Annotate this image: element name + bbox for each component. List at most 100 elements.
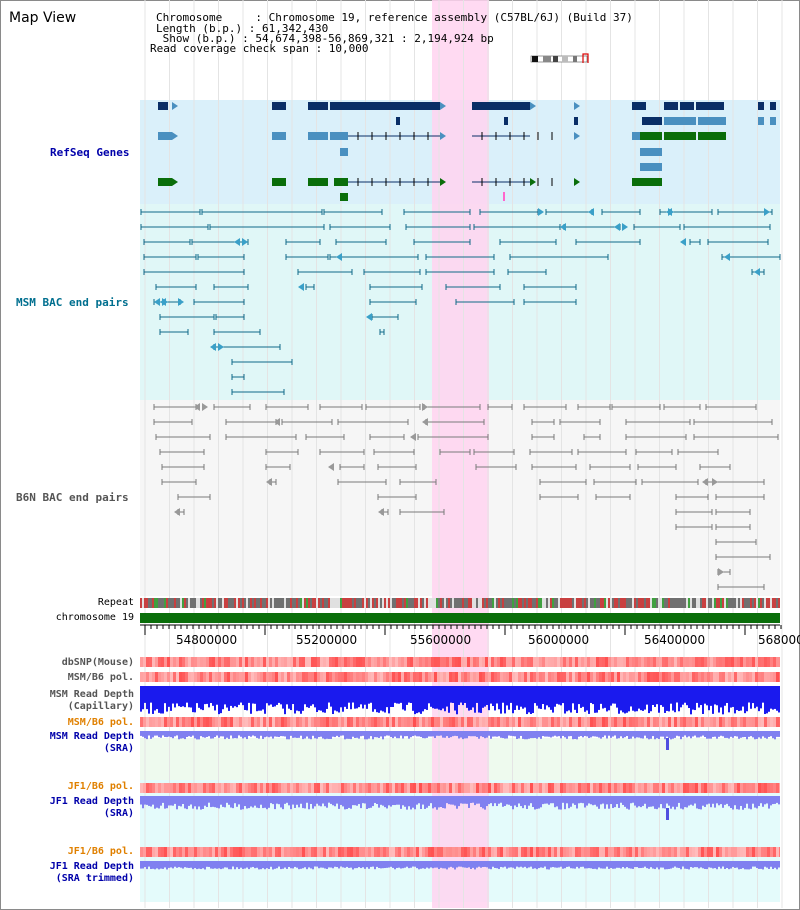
depth-bar: [360, 796, 362, 809]
polymorphism-cell: [185, 672, 188, 682]
depth-bar: [142, 731, 144, 737]
depth-bar: [544, 686, 546, 710]
polymorphism-cell: [698, 657, 701, 667]
gene-exon: [664, 132, 696, 140]
polymorphism-cell: [662, 783, 665, 793]
depth-bar: [298, 861, 300, 870]
depth-bar: [466, 686, 468, 708]
polymorphism-cell: [185, 717, 188, 727]
polymorphism-cell: [533, 657, 536, 667]
depth-bar: [714, 796, 716, 808]
polymorphism-cell: [668, 672, 671, 682]
b6n-bac-track-label[interactable]: B6N BAC end pairs: [16, 491, 129, 504]
depth-bar: [180, 796, 182, 807]
repeat-segment: [402, 598, 404, 608]
polymorphism-cell: [314, 847, 317, 857]
polymorphism-cell: [392, 672, 395, 682]
depth-bar: [244, 686, 246, 710]
depth-bar: [492, 731, 494, 737]
strand-arrow: [172, 178, 178, 186]
depth-bar: [608, 861, 610, 869]
depth-bar: [352, 731, 354, 737]
polymorphism-cell: [266, 847, 269, 857]
polymorphism-cell: [215, 847, 218, 857]
polymorphism-cell: [542, 783, 545, 793]
repeat-segment: [460, 598, 462, 608]
repeat-track[interactable]: [140, 598, 780, 608]
depth-bar: [296, 861, 298, 868]
gene-exon: [504, 117, 508, 125]
polymorphism-cell: [548, 717, 551, 727]
depth-bar: [356, 731, 358, 738]
polymorphism-cell: [653, 657, 656, 667]
msm-depth-capillary-sub-label: (Capillary): [67, 701, 134, 712]
polymorphism-cell: [548, 847, 551, 857]
depth-bar: [556, 796, 558, 807]
repeat-segment: [662, 598, 664, 608]
coverage-tracks[interactable]: [140, 656, 780, 876]
show-range-info: Show (b.p.) : 54,674,398-56,869,321 : 2,…: [156, 32, 494, 45]
strand-arrow: [560, 223, 566, 231]
depth-bar: [394, 861, 396, 870]
polymorphism-cell: [464, 847, 467, 857]
depth-bar: [232, 731, 234, 739]
repeat-segment: [370, 598, 372, 608]
depth-bar: [350, 731, 352, 740]
depth-bar: [404, 686, 406, 711]
feature-tracks[interactable]: [0, 0, 800, 600]
depth-bar: [406, 796, 408, 810]
polymorphism-cell: [317, 672, 320, 682]
polymorphism-cell: [761, 783, 764, 793]
depth-bar: [260, 686, 262, 711]
depth-bar: [494, 731, 496, 737]
repeat-segment: [406, 598, 408, 608]
depth-bar: [346, 731, 348, 739]
depth-bar: [322, 861, 324, 868]
depth-bar: [586, 686, 588, 711]
polymorphism-cell: [683, 783, 686, 793]
depth-bar: [600, 731, 602, 739]
polymorphism-cell: [692, 847, 695, 857]
polymorphism-cell: [617, 672, 620, 682]
depth-bar: [264, 686, 266, 714]
polymorphism-cell: [326, 672, 329, 682]
chromosome-bar[interactable]: [140, 613, 780, 623]
gene-exon: [272, 178, 286, 186]
repeat-segment: [376, 598, 378, 608]
repeat-segment: [592, 598, 594, 608]
depth-bar: [754, 861, 756, 867]
depth-bar: [548, 731, 550, 737]
polymorphism-cell: [515, 657, 518, 667]
polymorphism-cell: [635, 672, 638, 682]
coverage-span-info: Read coverage check span : 10,000: [150, 42, 369, 55]
depth-bar: [316, 796, 318, 804]
gene-exon: [158, 132, 172, 140]
depth-bar: [422, 796, 424, 805]
polymorphism-cell: [161, 657, 164, 667]
polymorphism-cell: [179, 783, 182, 793]
depth-bar: [568, 861, 570, 867]
polymorphism-cell: [530, 783, 533, 793]
refseq-track-label[interactable]: RefSeq Genes: [50, 146, 130, 159]
depth-bar: [140, 861, 142, 869]
chromosome-ideogram[interactable]: [529, 53, 591, 63]
msm-bac-track-label[interactable]: MSM BAC end pairs: [16, 296, 129, 309]
depth-bar: [158, 796, 160, 809]
polymorphism-cell: [374, 783, 377, 793]
depth-bar: [618, 686, 620, 714]
polymorphism-cell: [473, 657, 476, 667]
depth-bar: [294, 861, 296, 867]
depth-bar: [272, 796, 274, 805]
depth-bar: [404, 731, 406, 737]
selected-region-highlight[interactable]: [432, 0, 489, 908]
polymorphism-cell: [629, 717, 632, 727]
depth-bar: [570, 796, 572, 807]
depth-bar: [688, 796, 690, 806]
depth-bar: [478, 686, 480, 713]
depth-bar: [270, 731, 272, 737]
depth-bar: [582, 731, 584, 738]
depth-bar: [776, 861, 778, 870]
depth-bar: [742, 796, 744, 810]
depth-bar: [466, 731, 468, 739]
polymorphism-cell: [269, 717, 272, 727]
